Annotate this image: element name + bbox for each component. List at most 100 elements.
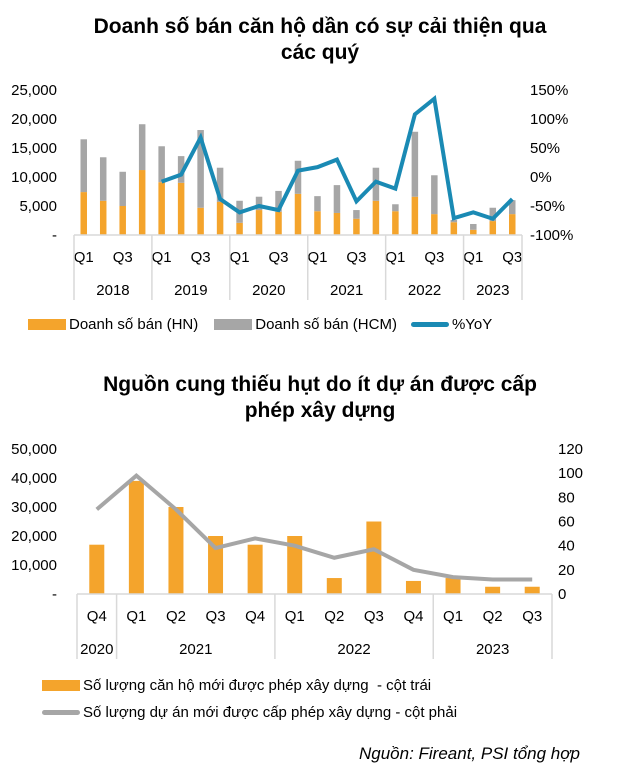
bar-0-2020Q3 <box>275 211 282 235</box>
x-tick-quarter: Q3 <box>424 249 444 266</box>
chart2-legend-item-bar: Số lượng căn hộ mới được phép xây dựng -… <box>42 677 431 694</box>
legend-label-hcm: Doanh số bán (HCM) <box>255 316 397 333</box>
right-axis-tick: 40 <box>558 538 575 555</box>
bar-1-2018Q2 <box>99 157 107 201</box>
x-tick-quarter: Q1 <box>230 249 250 266</box>
legend-swatch-yoy <box>410 322 449 327</box>
bar-1-2020Q3 <box>275 190 282 212</box>
x-tick-quarter: Q3 <box>346 249 366 266</box>
x-tick-quarter: Q2 <box>324 608 344 625</box>
bar-0-2019Q2 <box>177 182 185 235</box>
bar-1-2018Q3 <box>119 171 126 206</box>
legend-swatch-apartments <box>42 680 80 691</box>
bar-0-2021Q1 <box>128 480 144 594</box>
chart2-plot: - 10,000 20,000 30,000 40,000 50,000 0 20 40 60 80… <box>11 441 583 659</box>
legend-label-apartments: Số lượng căn hộ mới được phép xây dựng -… <box>83 677 432 694</box>
bar-0-2023Q3 <box>524 586 540 594</box>
bar-1-2019Q3 <box>197 130 204 208</box>
bar-1-2023Q1 <box>470 223 477 230</box>
left-axis-tick: 10,000 <box>11 557 57 574</box>
bar-0-2020Q4 <box>294 193 302 235</box>
left-axis-tick: 20,000 <box>11 528 57 545</box>
left-axis-tick: 50,000 <box>11 441 57 458</box>
x-tick-quarter: Q4 <box>245 608 265 625</box>
bar-0-2021Q2 <box>333 212 341 235</box>
right-axis-tick: 20 <box>558 562 575 579</box>
chart1-plot: - 5,000 10,000 15,000 20,000 25,000 -100% -50% 0… <box>11 82 573 300</box>
bar-0-2023Q3 <box>509 214 516 235</box>
x-tick-quarter: Q3 <box>522 608 542 625</box>
left-axis-tick: 40,000 <box>11 470 57 487</box>
x-tick-quarter: Q3 <box>191 249 211 266</box>
x-tick-quarter: Q3 <box>206 608 226 625</box>
right-axis-tick: 150% <box>530 82 568 99</box>
bar-0-2020Q2 <box>255 210 263 235</box>
bar-1-2023Q2 <box>489 207 497 222</box>
bar-1-2021Q1 <box>314 196 321 212</box>
right-axis-tick: 60 <box>558 514 575 531</box>
bar-0-2021Q3 <box>208 536 224 594</box>
bar-1-2022Q1 <box>392 204 399 212</box>
bar-1-2022Q3 <box>431 175 438 215</box>
bar-0-2020Q4 <box>89 544 105 594</box>
bar-0-2018Q3 <box>119 206 126 235</box>
legend-label-projects: Số lượng dự án mới được cấp phép xây dựn… <box>83 704 458 721</box>
bar-0-2022Q3 <box>366 521 382 594</box>
bar-0-2022Q1 <box>287 536 303 594</box>
bar-0-2022Q3 <box>431 214 438 235</box>
bar-0-2023Q2 <box>489 221 497 235</box>
bar-0-2018Q4 <box>138 170 146 235</box>
bar-0-2021Q3 <box>353 218 360 235</box>
chart1-title: Doanh số bán căn hộ dần có sự cải thiện … <box>0 14 640 66</box>
bar-0-2021Q2 <box>168 507 184 594</box>
bar-0-2023Q1 <box>470 229 477 235</box>
x-tick-year: 2021 <box>179 641 212 658</box>
left-axis-tick: 15,000 <box>11 140 57 157</box>
x-tick-quarter: Q1 <box>285 608 305 625</box>
x-tick-year: 2019 <box>174 282 207 299</box>
right-axis-tick: 50% <box>530 140 560 157</box>
right-axis-tick: -50% <box>530 198 565 215</box>
x-tick-quarter: Q1 <box>443 608 463 625</box>
line-series-1 <box>95 472 533 582</box>
x-tick-quarter: Q1 <box>307 249 327 266</box>
x-tick-quarter: Q4 <box>87 608 107 625</box>
x-tick-year: 2020 <box>252 282 285 299</box>
x-tick-year: 2020 <box>80 641 113 658</box>
bar-1-2019Q2 <box>177 156 185 183</box>
x-tick-quarter: Q3 <box>364 608 384 625</box>
bar-0-2022Q4 <box>405 580 421 594</box>
bar-0-2023Q2 <box>485 586 501 594</box>
bar-0-2021Q1 <box>314 211 321 235</box>
bar-0-2022Q1 <box>392 211 399 235</box>
right-axis-tick: -100% <box>530 227 573 244</box>
bar-0-2018Q1 <box>80 192 87 235</box>
x-tick-quarter: Q2 <box>166 608 186 625</box>
bar-0-2019Q1 <box>158 182 165 235</box>
right-axis-tick: 120 <box>558 441 583 458</box>
left-axis-tick: - <box>52 227 57 244</box>
bar-0-2019Q3 <box>197 207 204 235</box>
x-tick-year: 2022 <box>408 282 441 299</box>
left-axis-tick: 5,000 <box>19 198 57 215</box>
x-tick-year: 2021 <box>330 282 363 299</box>
left-axis-tick: 20,000 <box>11 111 57 128</box>
chart2-title: Nguồn cung thiếu hụt do ít dự án được cấ… <box>0 372 640 424</box>
bar-1-2021Q3 <box>353 210 360 219</box>
x-tick-quarter: Q4 <box>403 608 423 625</box>
bar-1-2019Q4 <box>216 167 224 202</box>
chart1-title-line2: các quý <box>280 41 360 64</box>
chart2-title-line2: phép xây dựng <box>244 399 396 422</box>
chart2-title-line1: Nguồn cung thiếu hụt do ít dự án được cấ… <box>103 373 537 396</box>
bar-0-2022Q2 <box>411 196 419 235</box>
source-note: Nguồn: Fireant, PSI tổng hợp <box>358 744 580 763</box>
left-axis-tick: - <box>52 586 57 603</box>
bar-0-2020Q1 <box>236 222 243 235</box>
x-tick-year: 2023 <box>476 282 509 299</box>
bar-0-2021Q4 <box>372 200 380 235</box>
legend-swatch-hn <box>28 319 66 330</box>
right-axis-tick: 0 <box>558 586 566 603</box>
bar-1-2023Q3 <box>509 200 516 215</box>
chart1-legend: Doanh số bán (HN) Doanh số bán (HCM) %Yo… <box>28 316 492 333</box>
x-tick-year: 2022 <box>337 641 370 658</box>
